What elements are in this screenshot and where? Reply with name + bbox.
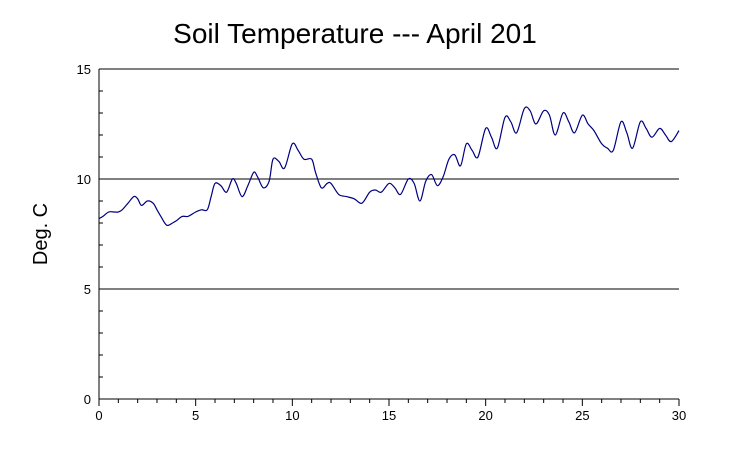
y-tick-label: 15 [77,62,91,77]
x-tick-label: 25 [575,408,589,423]
series-layer [98,106,680,227]
x-tick-label: 5 [192,408,199,423]
x-tick-label: 30 [672,408,686,423]
axes-layer [98,69,679,400]
y-tick-label: 5 [84,282,91,297]
y-tick-label: 10 [77,172,91,187]
y-axis-label: Deg. C [30,203,52,265]
x-tick-label: 20 [478,408,492,423]
grid-layer [99,68,679,290]
x-tick-label: 15 [382,408,396,423]
series-line-0 [98,106,680,227]
y-tick-label: 0 [84,392,91,407]
ticks-layer: 0 5 10 15 0 5 10 15 20 25 30 [77,62,687,423]
x-tick-label: 0 [95,408,102,423]
x-tick-label: 10 [285,408,299,423]
chart-title: Soil Temperature --- April 201 [173,18,537,49]
